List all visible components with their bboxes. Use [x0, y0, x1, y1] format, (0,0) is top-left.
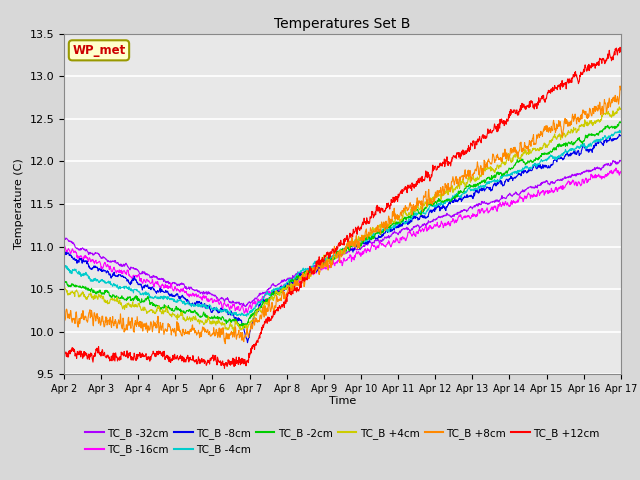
Line: TC_B +8cm: TC_B +8cm: [64, 86, 621, 344]
TC_B -2cm: [318, 261, 326, 267]
TC_B -16cm: [378, 240, 385, 246]
TC_B -4cm: [378, 230, 385, 236]
TC_B -2cm: [617, 120, 625, 126]
Y-axis label: Temperature (C): Temperature (C): [14, 158, 24, 250]
Line: TC_B +4cm: TC_B +4cm: [64, 107, 621, 332]
TC_B -32cm: [308, 264, 316, 269]
TC_B -4cm: [318, 259, 326, 264]
TC_B +12cm: [616, 45, 624, 50]
TC_B +4cm: [308, 267, 316, 273]
TC_B +12cm: [126, 353, 134, 359]
TC_B -8cm: [308, 266, 316, 272]
TC_B -32cm: [60, 236, 68, 241]
TC_B +12cm: [378, 205, 385, 211]
TC_B -8cm: [60, 250, 68, 256]
TC_B +4cm: [60, 285, 68, 291]
TC_B +12cm: [318, 258, 326, 264]
TC_B -4cm: [243, 313, 251, 319]
TC_B -32cm: [617, 157, 625, 163]
TC_B +12cm: [103, 352, 111, 358]
TC_B -16cm: [240, 310, 248, 316]
TC_B -8cm: [103, 269, 111, 275]
TC_B -16cm: [297, 275, 305, 281]
Title: Temperatures Set B: Temperatures Set B: [274, 17, 411, 31]
TC_B -8cm: [318, 263, 326, 269]
TC_B -2cm: [297, 275, 305, 281]
TC_B +12cm: [297, 282, 305, 288]
TC_B -16cm: [612, 165, 620, 171]
TC_B +8cm: [103, 322, 111, 328]
TC_B -8cm: [297, 273, 305, 279]
Line: TC_B -2cm: TC_B -2cm: [64, 121, 621, 327]
TC_B -32cm: [126, 267, 134, 273]
TC_B +8cm: [297, 282, 305, 288]
TC_B +8cm: [318, 254, 326, 260]
TC_B -32cm: [318, 261, 326, 267]
Legend: TC_B -32cm, TC_B -16cm, TC_B -8cm, TC_B -4cm, TC_B -2cm, TC_B +4cm, TC_B +8cm, T: TC_B -32cm, TC_B -16cm, TC_B -8cm, TC_B …: [81, 424, 604, 459]
X-axis label: Time: Time: [329, 396, 356, 406]
TC_B -16cm: [617, 168, 625, 174]
TC_B +8cm: [60, 314, 68, 320]
TC_B -32cm: [378, 239, 385, 244]
TC_B -16cm: [60, 244, 68, 250]
TC_B +8cm: [617, 87, 625, 93]
TC_B -4cm: [308, 264, 316, 270]
Line: TC_B -32cm: TC_B -32cm: [64, 160, 621, 307]
TC_B -4cm: [297, 268, 305, 274]
TC_B -2cm: [240, 324, 248, 330]
TC_B +12cm: [221, 365, 228, 371]
TC_B -8cm: [617, 132, 625, 138]
TC_B +12cm: [60, 348, 68, 353]
TC_B +4cm: [617, 106, 625, 112]
TC_B -4cm: [126, 287, 134, 292]
TC_B -4cm: [617, 128, 625, 134]
TC_B -8cm: [616, 132, 623, 137]
TC_B -2cm: [103, 288, 111, 293]
TC_B +4cm: [318, 258, 326, 264]
TC_B -16cm: [318, 266, 326, 272]
TC_B +12cm: [617, 48, 625, 54]
TC_B +4cm: [378, 223, 385, 228]
TC_B -2cm: [378, 229, 385, 235]
TC_B -8cm: [244, 340, 252, 346]
TC_B -2cm: [616, 119, 624, 124]
TC_B -2cm: [308, 267, 316, 273]
Text: WP_met: WP_met: [72, 44, 125, 57]
TC_B -4cm: [616, 127, 623, 133]
TC_B -16cm: [126, 273, 134, 279]
TC_B +8cm: [616, 83, 624, 89]
TC_B +8cm: [221, 341, 229, 347]
TC_B +12cm: [308, 271, 316, 276]
TC_B -4cm: [103, 280, 111, 286]
TC_B -32cm: [103, 258, 111, 264]
TC_B +4cm: [126, 303, 134, 309]
Line: TC_B -16cm: TC_B -16cm: [64, 168, 621, 313]
TC_B +4cm: [230, 329, 237, 335]
TC_B +4cm: [297, 275, 305, 281]
TC_B +8cm: [308, 271, 316, 277]
Line: TC_B +12cm: TC_B +12cm: [64, 48, 621, 368]
TC_B -2cm: [60, 279, 68, 285]
TC_B +8cm: [126, 321, 134, 327]
Line: TC_B -4cm: TC_B -4cm: [64, 130, 621, 316]
TC_B -16cm: [103, 264, 111, 269]
TC_B -32cm: [297, 271, 305, 277]
TC_B +4cm: [103, 298, 111, 304]
TC_B -16cm: [308, 268, 316, 274]
TC_B -2cm: [126, 294, 134, 300]
TC_B +4cm: [616, 104, 623, 110]
TC_B -8cm: [378, 234, 385, 240]
TC_B -32cm: [242, 304, 250, 310]
TC_B +8cm: [378, 221, 385, 227]
TC_B -8cm: [126, 281, 134, 287]
Line: TC_B -8cm: TC_B -8cm: [64, 134, 621, 343]
TC_B -4cm: [60, 264, 68, 270]
TC_B -32cm: [616, 157, 623, 163]
